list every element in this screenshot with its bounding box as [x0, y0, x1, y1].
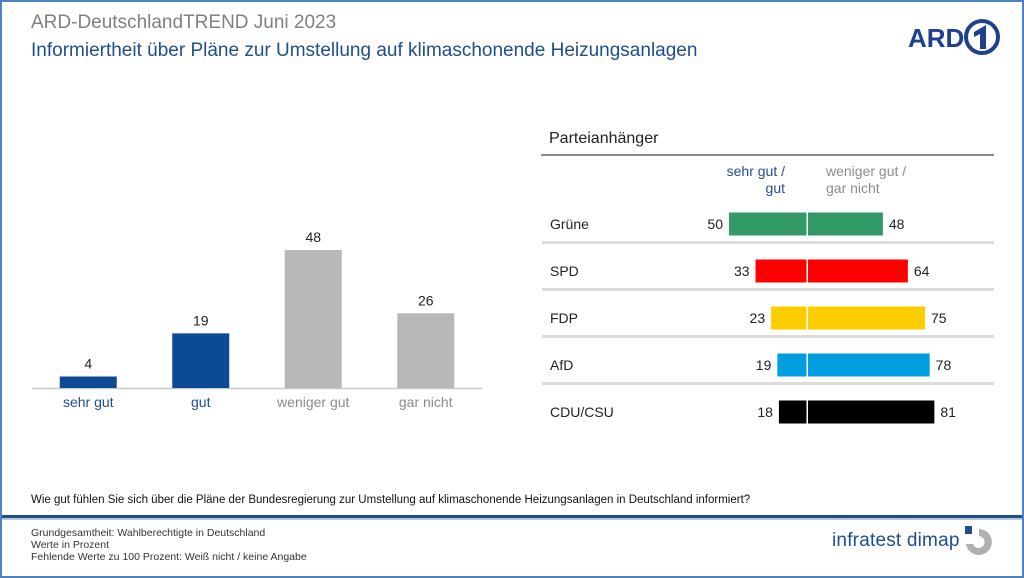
legend-negative-line2: gar nicht [826, 180, 880, 196]
party-label: CDU/CSU [550, 404, 614, 420]
party-label: FDP [550, 310, 578, 326]
legend-positive-line1: sehr gut / [726, 163, 785, 179]
data-label-negative: 64 [914, 263, 930, 279]
bar [172, 333, 230, 388]
party-label: Grüne [550, 216, 589, 232]
data-label-negative: 78 [936, 357, 952, 373]
legend-positive-line2: gut [765, 180, 785, 196]
bar-chart-parties: Grüne 50 48 SPD 33 64 FDP 23 75 AfD 19 78 CDU/CSU 18 8… [542, 212, 994, 424]
data-label: 26 [418, 292, 434, 308]
party-label: SPD [550, 263, 579, 279]
data-label-positive: 19 [756, 357, 772, 373]
party-panel-divider [541, 154, 994, 156]
legend-negative-line1: weniger gut / [826, 163, 907, 179]
ard-logo-icon: ARD [908, 19, 1000, 55]
bar-negative [808, 212, 883, 236]
bar-positive [778, 400, 807, 424]
bar [59, 376, 117, 388]
data-label-negative: 75 [931, 310, 947, 326]
svg-text:ARD: ARD [908, 23, 964, 53]
x-tick-label: sehr gut [63, 394, 114, 410]
bar [284, 250, 342, 388]
row-separator [542, 288, 994, 291]
data-label-positive: 33 [734, 263, 750, 279]
footnote: Fehlende Werte zu 100 Prozent: Weiß nich… [31, 551, 307, 563]
x-tick-label: weniger gut [276, 394, 349, 410]
bar-negative [808, 400, 935, 424]
footnotes: Grundgesamtheit: Wahlberechtigte in Deut… [31, 527, 307, 563]
bar-positive [729, 212, 807, 236]
footer-divider [2, 515, 1022, 520]
bar [397, 313, 455, 388]
data-label: 48 [305, 229, 321, 245]
x-tick-label: gut [191, 394, 211, 410]
data-label: 19 [193, 312, 209, 328]
bar-negative [808, 259, 908, 283]
data-label-negative: 48 [889, 216, 905, 232]
row-separator [542, 241, 994, 244]
infratest-dimap-wordmark: infratest dimap [832, 530, 960, 551]
row-separator [542, 382, 994, 385]
bar-negative [808, 306, 925, 330]
footnote: Grundgesamtheit: Wahlberechtigte in Deut… [31, 527, 266, 539]
bar-positive [777, 353, 807, 377]
data-label-positive: 18 [757, 404, 773, 420]
data-label-negative: 81 [940, 404, 956, 420]
bar-positive [755, 259, 807, 283]
infratest-dimap-logo-icon [965, 526, 992, 555]
legend-negative: weniger gut / gar nicht [826, 163, 956, 197]
data-label-positive: 50 [707, 216, 723, 232]
legend-positive: sehr gut / gut [690, 163, 785, 197]
data-label-positive: 23 [750, 310, 766, 326]
footnote: Werte in Prozent [31, 539, 110, 551]
page-subtitle: Informiertheit über Pläne zur Umstellung… [31, 40, 698, 61]
bar-chart-overall: 4 sehr gut 19 gut 48 weniger gut 26 gar nicht [32, 229, 482, 410]
x-tick-label: gar nicht [399, 394, 453, 410]
bar-positive [771, 306, 807, 330]
party-label: AfD [550, 357, 573, 373]
row-separator [542, 335, 994, 338]
survey-question: Wie gut fühlen Sie sich über die Pläne d… [31, 494, 751, 506]
data-label: 4 [84, 356, 92, 372]
party-panel-title: Parteianhänger [549, 130, 659, 147]
page-title: ARD-DeutschlandTREND Juni 2023 [31, 12, 337, 33]
bar-negative [808, 353, 930, 377]
